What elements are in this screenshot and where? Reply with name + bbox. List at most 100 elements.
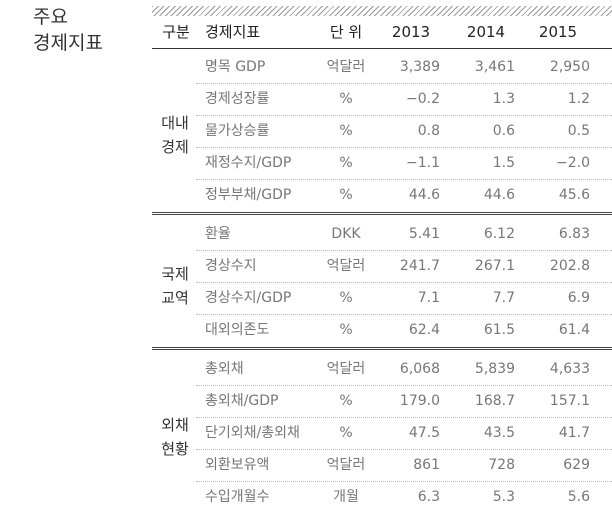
header-cell: 2013 [391,23,431,41]
header-hatch [152,6,612,16]
unit: 개월 [333,489,359,505]
header-cell: 경제지표 [205,23,261,41]
value: 5,839 [474,361,515,377]
value: 2,950 [549,59,590,75]
value: 3,461 [474,59,515,75]
unit: % [339,123,353,139]
group-label: 대내 [161,114,189,132]
indicator: 경상수지 [205,258,257,274]
row-rule [196,83,612,84]
indicator: 경상수지/GDP [205,290,292,306]
value: 7.1 [417,290,440,306]
value: 168.7 [474,393,515,409]
value: 61.4 [558,322,590,338]
value: 43.5 [483,425,515,441]
value: −2.0 [556,155,590,171]
group-label: 경제 [161,138,189,156]
group-label: 외채 [161,416,189,434]
value: 61.5 [483,322,515,338]
unit: 억달러 [326,457,366,473]
indicator: 총외채 [205,361,244,377]
value: 629 [563,457,590,473]
header-cell: 2015 [538,23,578,41]
value: 3,389 [399,59,440,75]
value: 6,068 [399,361,440,377]
value: 861 [413,457,440,473]
value: 41.7 [558,425,590,441]
value: 6.3 [417,489,440,505]
row-rule [196,385,612,386]
value: 157.1 [549,393,590,409]
header-cell: 2014 [466,23,506,41]
row-rule [196,282,612,283]
value: 0.8 [417,123,440,139]
value: 6.12 [483,226,515,242]
unit: % [339,155,353,171]
indicator: 경제성장률 [205,91,270,107]
group-label: 국제 [161,265,189,283]
unit: % [339,91,353,107]
value: 6.9 [567,290,590,306]
header-rule [152,48,612,49]
unit: 억달러 [326,59,366,75]
unit: DKK [331,226,361,242]
row-rule [196,115,612,116]
value: 5.3 [492,489,515,505]
value: 5.6 [567,489,590,505]
page-title: 주요 [33,6,68,28]
value: 241.7 [399,258,440,274]
group-label: 현황 [161,440,189,458]
value: −1.1 [406,155,440,171]
indicator: 환율 [205,226,231,242]
group-rule [152,212,612,215]
value: 44.6 [408,187,440,203]
group-rule [152,347,612,350]
unit: 억달러 [326,258,366,274]
unit: 억달러 [326,361,366,377]
row-rule [196,417,612,418]
value: 267.1 [474,258,515,274]
value: 47.5 [408,425,440,441]
value: 1.5 [492,155,515,171]
indicator: 물가상승률 [205,123,270,139]
row-rule [196,481,612,482]
group-label: 교역 [161,289,189,307]
value: 4,633 [549,361,590,377]
unit: % [339,290,353,306]
indicator: 정부부채/GDP [205,187,292,203]
value: 44.6 [483,187,515,203]
value: 7.7 [492,290,515,306]
unit: % [339,187,353,203]
row-rule [196,147,612,148]
row-rule [196,250,612,251]
header-cell: 구분 [162,23,190,41]
value: −0.2 [406,91,440,107]
indicator: 단기외채/총외채 [205,425,300,441]
value: 179.0 [399,393,440,409]
unit: % [339,322,353,338]
indicator: 수입개월수 [205,489,270,505]
header-cell: 단 위 [329,23,363,41]
value: 1.3 [492,91,515,107]
indicator: 명목 GDP [205,59,266,75]
indicator: 외환보유액 [205,457,270,473]
unit: % [339,393,353,409]
unit: % [339,425,353,441]
value: 62.4 [408,322,440,338]
indicator: 대외의존도 [205,322,270,338]
value: 0.5 [567,123,590,139]
value: 728 [488,457,515,473]
value: 5.41 [408,226,440,242]
value: 6.83 [558,226,590,242]
indicator: 총외채/GDP [205,393,279,409]
page-title: 경제지표 [33,32,103,54]
value: 202.8 [549,258,590,274]
row-rule [196,179,612,180]
value: 45.6 [558,187,590,203]
indicator: 재정수지/GDP [205,155,292,171]
value: 1.2 [567,91,590,107]
row-rule [196,449,612,450]
row-rule [196,314,612,315]
value: 0.6 [492,123,515,139]
